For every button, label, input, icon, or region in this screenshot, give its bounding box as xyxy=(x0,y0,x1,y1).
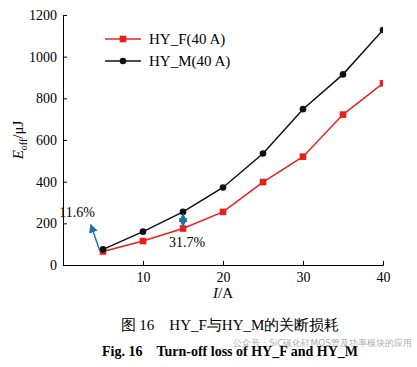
x-tick: 20 xyxy=(217,261,231,285)
point-group xyxy=(140,238,147,245)
point xyxy=(220,209,227,216)
point-group xyxy=(340,71,347,78)
point xyxy=(220,184,227,191)
point-group xyxy=(140,228,147,235)
y-axis-title-part: off xyxy=(18,138,29,150)
x-tick-mark xyxy=(223,261,224,265)
y-tick-label: 600 xyxy=(36,133,57,148)
y-tick-label: 200 xyxy=(36,216,57,231)
point xyxy=(100,246,107,253)
y-tick: 1200 xyxy=(29,8,67,23)
point-group xyxy=(380,80,383,87)
y-tick-label: 0 xyxy=(50,258,57,273)
point xyxy=(140,228,147,235)
y-tick-mark xyxy=(63,140,67,141)
point xyxy=(340,71,347,78)
x-tick-mark xyxy=(383,261,384,265)
annotation-label: 31.7% xyxy=(169,235,206,250)
legend-marker xyxy=(120,36,127,43)
legend-item: HY_M(40 A) xyxy=(105,53,230,70)
y-tick: 800 xyxy=(36,91,67,106)
point xyxy=(140,238,147,245)
point-group xyxy=(300,106,307,113)
x-tick: 40 xyxy=(377,261,391,285)
x-tick: 30 xyxy=(297,261,311,285)
chart: 0 200 400 600 800 1000 1200 10 20 30 40 I/A Eoff/μJ H… xyxy=(0,0,417,367)
y-tick-label: 1200 xyxy=(29,8,57,23)
legend-label: HY_M(40 A) xyxy=(149,53,230,70)
point xyxy=(340,111,347,118)
point-group xyxy=(100,246,107,253)
annotation-arrow xyxy=(182,215,184,226)
x-axis-title: I/A xyxy=(212,285,233,301)
y-tick-label: 400 xyxy=(36,175,57,190)
x-axis-title-part: /A xyxy=(218,285,233,301)
point-group xyxy=(260,179,267,186)
point-group xyxy=(180,209,187,216)
x-tick: 10 xyxy=(137,261,151,285)
y-tick: 600 xyxy=(36,133,67,148)
legend-marker xyxy=(120,58,127,65)
point-group xyxy=(300,153,307,160)
legend-label: HY_F(40 A) xyxy=(149,31,225,48)
point-group xyxy=(180,225,187,232)
series-line xyxy=(103,30,383,249)
series-area xyxy=(100,27,383,255)
series-line xyxy=(103,83,383,251)
x-axis-line xyxy=(64,261,384,266)
point-group xyxy=(260,150,267,157)
y-tick-mark xyxy=(63,223,67,224)
point xyxy=(180,209,187,216)
watermark: 公众号 · SiC碳化硅MOS管及功率模块的应用 xyxy=(233,338,412,348)
point xyxy=(260,150,267,157)
x-tick-label: 30 xyxy=(297,270,311,285)
legend-item: HY_F(40 A) xyxy=(105,31,225,48)
y-tick-mark xyxy=(63,57,67,58)
y-tick-label: 800 xyxy=(36,91,57,106)
y-axis-line xyxy=(64,16,68,266)
legend: HY_F(40 A) HY_M(40 A) xyxy=(105,31,230,70)
x-tick-label: 10 xyxy=(137,270,151,285)
x-tick-label: 40 xyxy=(377,270,391,285)
y-tick-mark xyxy=(63,98,67,99)
point-group xyxy=(380,27,383,34)
point xyxy=(260,179,267,186)
y-axis-title-part: /μJ xyxy=(10,120,26,138)
x-tick-mark xyxy=(303,261,304,265)
x-axis: 10 20 30 40 xyxy=(64,261,391,285)
point-group xyxy=(220,184,227,191)
point xyxy=(300,106,307,113)
point xyxy=(300,153,307,160)
caption: 图 16 HY_F与HY_M的关断损耗 xyxy=(121,317,340,333)
y-tick: 1000 xyxy=(29,50,67,65)
x-tick-mark xyxy=(143,261,144,265)
y-axis: 0 200 400 600 800 1000 1200 xyxy=(29,8,67,273)
y-axis-title-part: E xyxy=(10,150,26,160)
annotation-arrow xyxy=(91,225,100,251)
annotation-label: 11.6% xyxy=(59,205,95,220)
point-group xyxy=(220,209,227,216)
legend-marker-group xyxy=(120,36,127,43)
y-tick-label: 1000 xyxy=(29,50,57,65)
legend-marker-group xyxy=(120,58,127,65)
x-tick-label: 20 xyxy=(217,270,231,285)
point xyxy=(380,27,383,34)
point xyxy=(180,225,187,232)
y-tick-mark xyxy=(63,15,67,16)
point xyxy=(380,80,383,87)
plot: 0 200 400 600 800 1000 1200 10 20 30 40 I/A Eoff/μJ H… xyxy=(10,8,391,301)
y-tick-mark xyxy=(63,182,67,183)
y-tick: 400 xyxy=(36,175,67,190)
point-group xyxy=(340,111,347,118)
y-axis-title: Eoff/μJ xyxy=(10,120,29,160)
